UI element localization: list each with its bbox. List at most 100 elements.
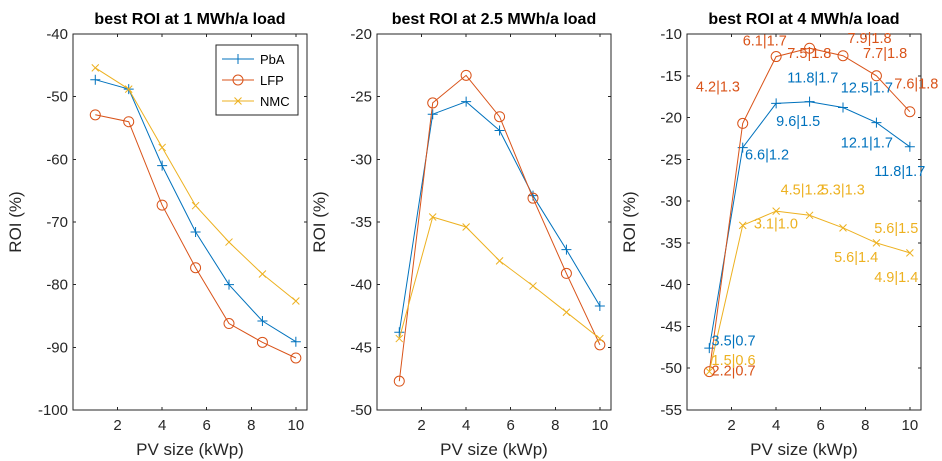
point-annotation: 4.9|1.4: [874, 270, 918, 286]
data-point-lfp: [904, 106, 916, 118]
legend-marker: [232, 74, 244, 86]
data-point-pba: [290, 336, 301, 347]
data-point-lfp: [427, 97, 439, 109]
y-tick-label: -55: [660, 402, 682, 419]
data-point-lfp: [594, 339, 606, 351]
x-tick-label: 2: [113, 417, 121, 434]
point-annotation: 5.6|1.4: [834, 250, 878, 266]
y-tick-label: -30: [350, 151, 372, 168]
point-annotation: 12.1|1.7: [841, 136, 893, 152]
data-point-nmc: [191, 201, 200, 210]
point-annotation: 4.2|1.3: [696, 80, 740, 96]
chart-4mwh: 2 4 6 8 10 -55 -50 -45 -40 -35 -30 -25 -20 -15 -10 best…: [620, 11, 938, 459]
y-tick-label: -80: [46, 277, 68, 294]
legend-marker: [233, 54, 243, 64]
data-point-lfp: [870, 70, 882, 82]
y-axis-label: ROI (%): [620, 191, 639, 252]
legend-entry-lfp: LFP: [222, 73, 284, 88]
y-tick-label: -10: [660, 26, 682, 43]
data-point-nmc: [395, 334, 404, 343]
data-point-lfp: [190, 262, 202, 274]
y-tick-label: -45: [350, 339, 372, 356]
data-point-pba: [804, 96, 815, 107]
y-tick-label: -50: [350, 402, 372, 419]
data-point-lfp: [156, 199, 168, 211]
x-tick-label: 6: [817, 417, 825, 434]
data-point-pba: [157, 160, 168, 171]
data-point-lfp: [703, 366, 715, 378]
series-pba: [394, 96, 605, 338]
data-point-lfp: [737, 117, 749, 129]
data-point-nmc: [839, 223, 847, 232]
y-tick-label: -40: [46, 26, 68, 43]
y-tick-label: -25: [350, 89, 372, 106]
data-point-lfp: [494, 111, 506, 123]
y-tick-label: -35: [660, 235, 682, 252]
legend-label: PbA: [260, 52, 285, 67]
point-annotation: 7.5|1.8: [787, 46, 831, 62]
data-point-nmc: [906, 249, 914, 257]
data-point-nmc: [462, 223, 470, 231]
chart-2-5mwh: 2 4 6 8 10 -50 -45 -40 -35 -30 -25 -20 best ROI at 2…: [310, 11, 612, 459]
data-point-pba: [871, 117, 882, 128]
data-point-pba: [90, 74, 101, 85]
point-annotation: 2.2|0.7: [712, 364, 756, 380]
y-tick-label: -60: [46, 151, 68, 168]
data-point-nmc: [872, 239, 881, 247]
y-tick-label: -70: [46, 214, 68, 231]
plot-area: [377, 34, 611, 410]
data-point-lfp: [527, 192, 539, 204]
data-point-nmc: [738, 221, 747, 230]
series-pba: [704, 96, 915, 354]
data-point-nmc: [562, 308, 571, 317]
series-nmc: [705, 207, 914, 376]
point-annotation: 9.6|1.5: [776, 114, 820, 130]
data-point-lfp: [393, 375, 405, 387]
legend-marker: [234, 97, 242, 105]
y-tick-label: -15: [660, 68, 682, 85]
y-tick-label: -45: [660, 318, 682, 335]
data-point-nmc: [91, 63, 100, 72]
data-point-pba: [494, 125, 505, 136]
point-annotation: 3.1|1.0: [754, 217, 798, 233]
series-line-lfp: [95, 114, 297, 359]
point-annotation: 11.8|1.7: [874, 164, 925, 180]
x-tick-label: 8: [861, 417, 869, 434]
legend-label: LFP: [260, 73, 284, 88]
data-point-pba: [224, 279, 234, 290]
axes-box: [686, 33, 922, 411]
data-point-pba: [904, 141, 915, 152]
y-axis-label: ROI (%): [6, 191, 25, 252]
y-tick-label: -30: [660, 193, 682, 210]
x-tick-label: 4: [462, 417, 470, 434]
series-lfp: [703, 42, 916, 378]
data-point-nmc: [596, 334, 604, 343]
point-annotation: 3.5|0.7: [712, 334, 756, 350]
point-annotation: 7.6|1.8: [894, 76, 938, 92]
x-tick-label: 2: [417, 417, 425, 434]
x-tick-label: 6: [203, 417, 211, 434]
data-point-nmc: [705, 367, 714, 376]
series-nmc: [395, 213, 604, 343]
data-point-pba: [461, 96, 472, 107]
x-tick-label: 10: [288, 417, 305, 434]
legend-label: NMC: [260, 94, 290, 109]
data-point-nmc: [495, 256, 504, 265]
data-point-pba: [771, 98, 782, 109]
point-annotation: 4.5|1.2: [781, 182, 825, 198]
series-lfp: [89, 109, 302, 364]
data-point-pba: [257, 316, 268, 327]
y-tick-label: -20: [660, 110, 682, 127]
data-point-nmc: [225, 238, 233, 246]
x-tick-label: 4: [158, 417, 166, 434]
y-tick-label: -50: [660, 360, 682, 377]
legend-entry-pba: PbA: [222, 52, 285, 67]
point-annotation: 11.8|1.7: [787, 70, 838, 86]
data-point-nmc: [428, 213, 437, 221]
chart-1mwh: 2 4 6 8 10 -100 -90 -80 -70 -60 -50 -40 best ROI at …: [6, 11, 308, 459]
y-tick-label: -100: [38, 402, 68, 419]
y-tick-label: -35: [350, 214, 372, 231]
point-annotation: 7.9|1.8: [847, 31, 891, 47]
series-line-lfp: [708, 47, 911, 372]
